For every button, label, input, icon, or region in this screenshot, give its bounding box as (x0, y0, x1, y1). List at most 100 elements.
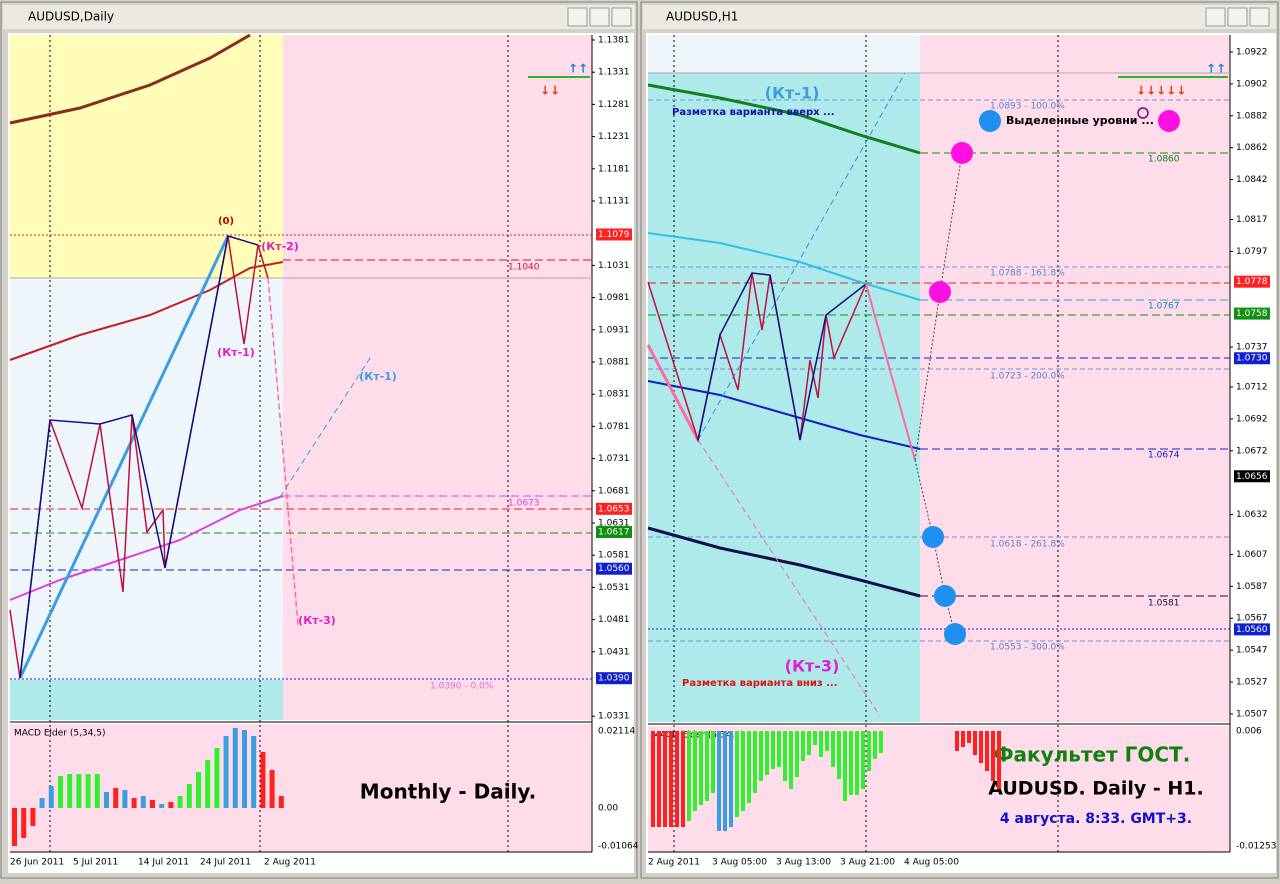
price-label: 1.1281 (598, 100, 630, 110)
price-label: 1.1331 (598, 68, 630, 78)
price-label: 1.0882 (1236, 111, 1268, 121)
macd-bar (140, 796, 146, 808)
level-label: 1.0674 (1148, 451, 1180, 461)
macd-bar (675, 731, 679, 827)
level-label: 1.0581 (1148, 599, 1180, 609)
level-label: 1.0390 - 0.0% (430, 682, 494, 692)
macd-bar (94, 774, 100, 808)
price-label: 1.0737 (1236, 343, 1268, 353)
level-label: 1.0860 (1148, 155, 1180, 165)
macd-bar (104, 792, 109, 808)
macd-bar (196, 772, 201, 808)
price-label: 1.0672 (1236, 446, 1268, 456)
price-label: 1.0881 (598, 358, 630, 368)
price-marker (1234, 352, 1270, 365)
date-label: 4 Aug 05:00 (904, 858, 959, 868)
price-label: 1.0531 (598, 583, 630, 593)
price-marker-label: 1.0560 (1236, 625, 1268, 635)
v-grid (673, 35, 1059, 852)
caption: Monthly - Daily. (360, 780, 536, 804)
fib-label: 1.0553 - 300.0% (990, 643, 1065, 653)
macd-bar (979, 731, 983, 763)
minimize-button[interactable] (567, 7, 588, 27)
price-marker-label: 1.0390 (598, 674, 630, 684)
price-label: 1.0922 (1236, 48, 1268, 58)
macd-bar (669, 731, 673, 827)
caption: AUDUSD. Daily - H1. (988, 778, 1204, 800)
price-label: 1.0692 (1236, 414, 1268, 424)
price-label: 1.0981 (598, 293, 630, 303)
annotation: (Кт-1) (765, 84, 820, 103)
level-dots (922, 107, 1180, 645)
zone (648, 73, 920, 722)
macd-bar (168, 802, 174, 808)
annotation: (0) (218, 216, 234, 227)
price-label: 1.0507 (1236, 709, 1268, 719)
window-buttons[interactable] (567, 7, 1270, 27)
date-label: 26 Jun 2011 (10, 858, 64, 868)
annotation: (Кт-3) (298, 614, 336, 627)
close-button[interactable] (1249, 7, 1270, 27)
price-label: 1.0797 (1236, 247, 1268, 257)
levels (646, 72, 1230, 717)
level-label: 1.0673 (508, 499, 540, 509)
annotation: Выделенные уровни ... (1006, 114, 1154, 127)
macd-bar (693, 731, 697, 811)
macd-bar (113, 788, 119, 808)
fib-labels: 1.0893 - 100.0% 1.0788 - 161.8% 1.0723 -… (990, 102, 1065, 653)
macd-bar (831, 731, 835, 767)
price-label: 1.0781 (598, 422, 630, 432)
price-marker-label: 1.0730 (1236, 354, 1268, 364)
macd-bar (879, 731, 883, 753)
indicator-scale: 0.006 (1236, 727, 1262, 737)
macd-bar (177, 796, 183, 808)
price-label: 1.0731 (598, 454, 630, 464)
annotation: (Кт-1) (217, 346, 255, 359)
date-label: 3 Aug 05:00 (712, 858, 767, 868)
macd-bar (122, 790, 128, 808)
macd-panel (10, 724, 592, 852)
price-marker-label: 1.0656 (1236, 472, 1268, 482)
macd-bar (813, 731, 817, 745)
minimize-button[interactable] (1205, 7, 1226, 27)
price-label: 1.0902 (1236, 79, 1268, 89)
macd-bar (735, 731, 739, 817)
maximize-button[interactable] (589, 7, 610, 27)
price-label: 1.0481 (598, 615, 630, 625)
caption: 4 августа. 8:33. GMT+3. (1000, 811, 1192, 827)
price-label: 1.1381 (598, 36, 630, 46)
macd-bar (777, 731, 781, 767)
macd-bar (699, 731, 703, 805)
date-label: 3 Aug 13:00 (776, 858, 831, 868)
price-label: 1.1181 (598, 164, 630, 174)
macd-bar (30, 808, 36, 826)
date-label: 2 Aug 2011 (264, 858, 316, 868)
price-marker (596, 672, 632, 685)
right-titlebar (643, 5, 1276, 29)
price-label: 1.0587 (1236, 582, 1268, 592)
arrows: ↓↓↓↓↓ (1136, 84, 1186, 98)
price-marker (1234, 623, 1270, 636)
price-marker (596, 562, 632, 575)
date-label: 24 Jul 2011 (200, 858, 251, 868)
close-button[interactable] (611, 7, 632, 27)
indicator-name: MACD Elder (5,34,5) (14, 729, 106, 739)
macd-bar (12, 808, 17, 846)
macd-bar (747, 731, 751, 803)
price-label: 1.0712 (1236, 382, 1268, 392)
macd-bar (765, 731, 769, 775)
macd-bar (186, 784, 192, 808)
macd-bar (21, 808, 27, 838)
macd-bar (967, 731, 971, 743)
zone (10, 35, 283, 278)
price-label: 1.0527 (1236, 678, 1268, 688)
indicator-name: MACD Elder (5,34,5) (652, 731, 744, 741)
macd-bar (269, 770, 275, 808)
macd-bar (223, 736, 229, 808)
date-label: 2 Aug 2011 (648, 858, 700, 868)
maximize-button[interactable] (1227, 7, 1248, 27)
price-label: 1.0681 (598, 486, 630, 496)
price-label: 1.0842 (1236, 175, 1268, 185)
macd-bar (843, 731, 847, 801)
